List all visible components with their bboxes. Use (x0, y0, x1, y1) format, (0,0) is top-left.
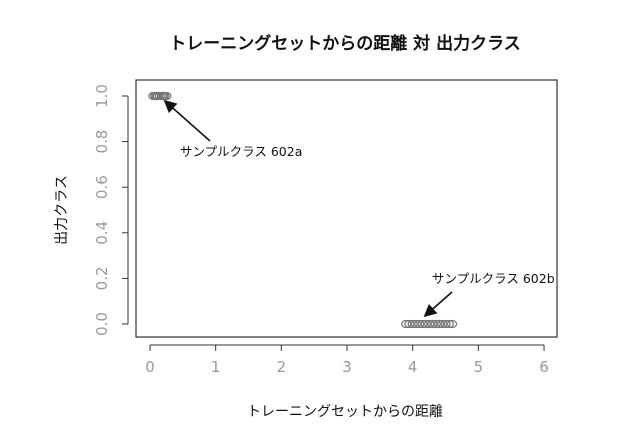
annotation-602a-arrow (166, 102, 210, 141)
y-tick-label: 0.0 (93, 312, 111, 336)
plot-area-border (136, 80, 557, 337)
y-tick-label: 1.0 (93, 84, 111, 108)
x-tick-label: 4 (408, 358, 418, 376)
annotation-602b-arrow (426, 292, 452, 315)
y-axis: 0.0 0.2 0.4 0.6 0.8 1.0 (93, 84, 128, 336)
x-tick-label: 2 (277, 358, 287, 376)
x-tick-label: 0 (145, 358, 155, 376)
x-axis-label: トレーニングセットからの距離 (247, 403, 443, 420)
y-tick-label: 0.8 (93, 130, 111, 154)
annotation-602b-label: サンプルクラス 602b (432, 271, 555, 286)
annotation-602a: サンプルクラス 602a (166, 102, 302, 159)
y-tick-label: 0.4 (93, 221, 111, 245)
y-tick-label: 0.6 (93, 175, 111, 199)
x-tick-label: 5 (474, 358, 484, 376)
plot-frame (136, 80, 557, 337)
x-tick-label: 6 (539, 358, 549, 376)
x-tick-label: 3 (342, 358, 352, 376)
annotation-602b: サンプルクラス 602b (426, 271, 555, 315)
y-tick-label: 0.2 (93, 266, 111, 290)
x-tick-label: 1 (211, 358, 221, 376)
x-axis: 0 1 2 3 4 5 6 (145, 345, 549, 376)
annotation-602a-label: サンプルクラス 602a (180, 144, 302, 159)
chart-title: トレーニングセットからの距離 対 出力クラス (169, 33, 521, 54)
y-axis-label: 出力クラス (54, 175, 70, 245)
